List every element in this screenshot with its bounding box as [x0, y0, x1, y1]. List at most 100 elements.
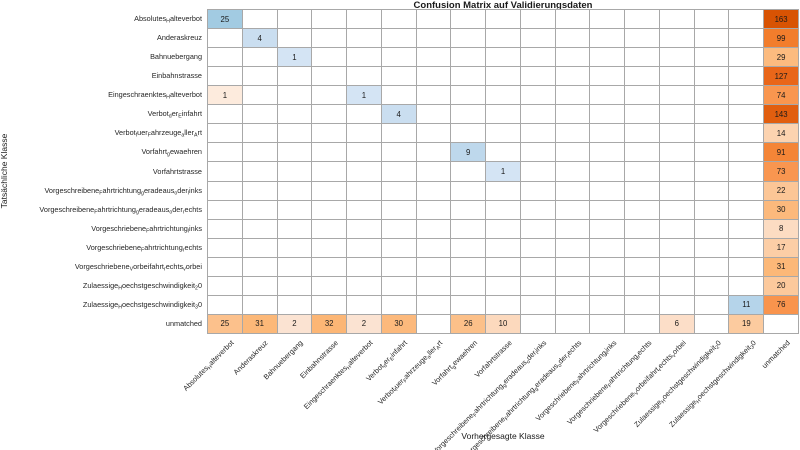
row-label: ZulaessigeHoechstgeschwindigkeit20	[82, 281, 202, 292]
matrix-cell	[451, 200, 486, 219]
matrix-cell	[486, 181, 520, 200]
matrix-cell	[590, 143, 625, 162]
matrix-cell	[486, 257, 520, 276]
matrix-cell	[416, 238, 451, 257]
matrix-cell	[729, 67, 764, 86]
matrix-cell	[486, 29, 520, 48]
matrix-cell: 32	[312, 314, 347, 333]
matrix-cell	[242, 238, 277, 257]
matrix-cell	[416, 10, 451, 29]
matrix-cell	[555, 143, 590, 162]
matrix-cell	[729, 219, 764, 238]
matrix-cell	[277, 124, 312, 143]
matrix-cell	[486, 276, 520, 295]
matrix-cell	[486, 105, 520, 124]
matrix-cell	[312, 48, 347, 67]
matrix-cell: 20	[764, 276, 798, 295]
matrix-cell	[381, 143, 416, 162]
matrix-cell	[347, 143, 381, 162]
matrix-cell	[347, 124, 381, 143]
matrix-cell	[625, 86, 659, 105]
matrix-cell	[416, 124, 451, 143]
matrix-cell	[659, 10, 694, 29]
matrix-cell	[694, 10, 729, 29]
matrix-cell: 76	[764, 295, 798, 314]
matrix-cell	[242, 67, 277, 86]
matrix-cell	[659, 257, 694, 276]
matrix-cell	[416, 276, 451, 295]
matrix-cell	[312, 143, 347, 162]
matrix-cell	[416, 257, 451, 276]
matrix-cell	[242, 124, 277, 143]
matrix-cell	[381, 10, 416, 29]
matrix-cell	[381, 162, 416, 181]
matrix-cell	[312, 162, 347, 181]
matrix-cell	[486, 124, 520, 143]
matrix-cell	[451, 295, 486, 314]
matrix-cell	[451, 124, 486, 143]
matrix-cell: 25	[208, 314, 242, 333]
matrix-cell	[590, 124, 625, 143]
matrix-cell	[625, 48, 659, 67]
matrix-cell	[347, 29, 381, 48]
matrix-cell	[659, 162, 694, 181]
matrix-cell: 9	[451, 143, 486, 162]
matrix-cell	[242, 276, 277, 295]
matrix-cell	[451, 219, 486, 238]
matrix-cell	[694, 143, 729, 162]
matrix-cell	[625, 67, 659, 86]
matrix-cell	[555, 314, 590, 333]
matrix-cell	[312, 200, 347, 219]
matrix-cell	[312, 238, 347, 257]
matrix-cell	[694, 67, 729, 86]
matrix-cell	[312, 295, 347, 314]
matrix-cell	[277, 295, 312, 314]
matrix-cell	[625, 295, 659, 314]
matrix-cell	[347, 200, 381, 219]
matrix-cell	[277, 257, 312, 276]
matrix-cell	[486, 86, 520, 105]
matrix-cell	[729, 143, 764, 162]
matrix-cell	[729, 276, 764, 295]
matrix-cell	[277, 67, 312, 86]
matrix-cell: 19	[729, 314, 764, 333]
matrix-cell	[729, 124, 764, 143]
matrix-cell	[590, 67, 625, 86]
matrix-cell	[694, 200, 729, 219]
matrix-cell	[729, 29, 764, 48]
matrix-cell	[590, 29, 625, 48]
matrix-cell	[208, 162, 242, 181]
matrix-cell	[625, 257, 659, 276]
matrix-cell	[520, 29, 555, 48]
matrix-cell	[520, 86, 555, 105]
matrix-cell	[729, 257, 764, 276]
matrix-cell: 31	[764, 257, 798, 276]
matrix-cell	[486, 200, 520, 219]
matrix-cell	[416, 219, 451, 238]
matrix-cell	[416, 295, 451, 314]
matrix-cell	[451, 86, 486, 105]
matrix-cell	[208, 67, 242, 86]
matrix-cell	[312, 257, 347, 276]
matrix-cell: 25	[208, 10, 242, 29]
matrix-cell	[381, 181, 416, 200]
matrix-cell	[625, 200, 659, 219]
matrix-cell	[312, 105, 347, 124]
matrix-cell	[659, 200, 694, 219]
matrix-cell	[520, 10, 555, 29]
matrix-cell	[416, 48, 451, 67]
matrix-cell	[694, 29, 729, 48]
matrix-cell	[520, 48, 555, 67]
row-label: ZulaessigeHoechstgeschwindigkeit30	[82, 300, 202, 311]
matrix-cell	[729, 181, 764, 200]
matrix-cell: 10	[486, 314, 520, 333]
matrix-cell	[208, 219, 242, 238]
matrix-cell	[451, 29, 486, 48]
matrix-cell	[277, 10, 312, 29]
matrix-cell	[486, 10, 520, 29]
matrix-cell	[416, 200, 451, 219]
matrix-cell	[520, 105, 555, 124]
matrix-cell: 30	[381, 314, 416, 333]
matrix-cell	[659, 143, 694, 162]
col-label: AbsolutesHalteverbot	[180, 338, 236, 393]
